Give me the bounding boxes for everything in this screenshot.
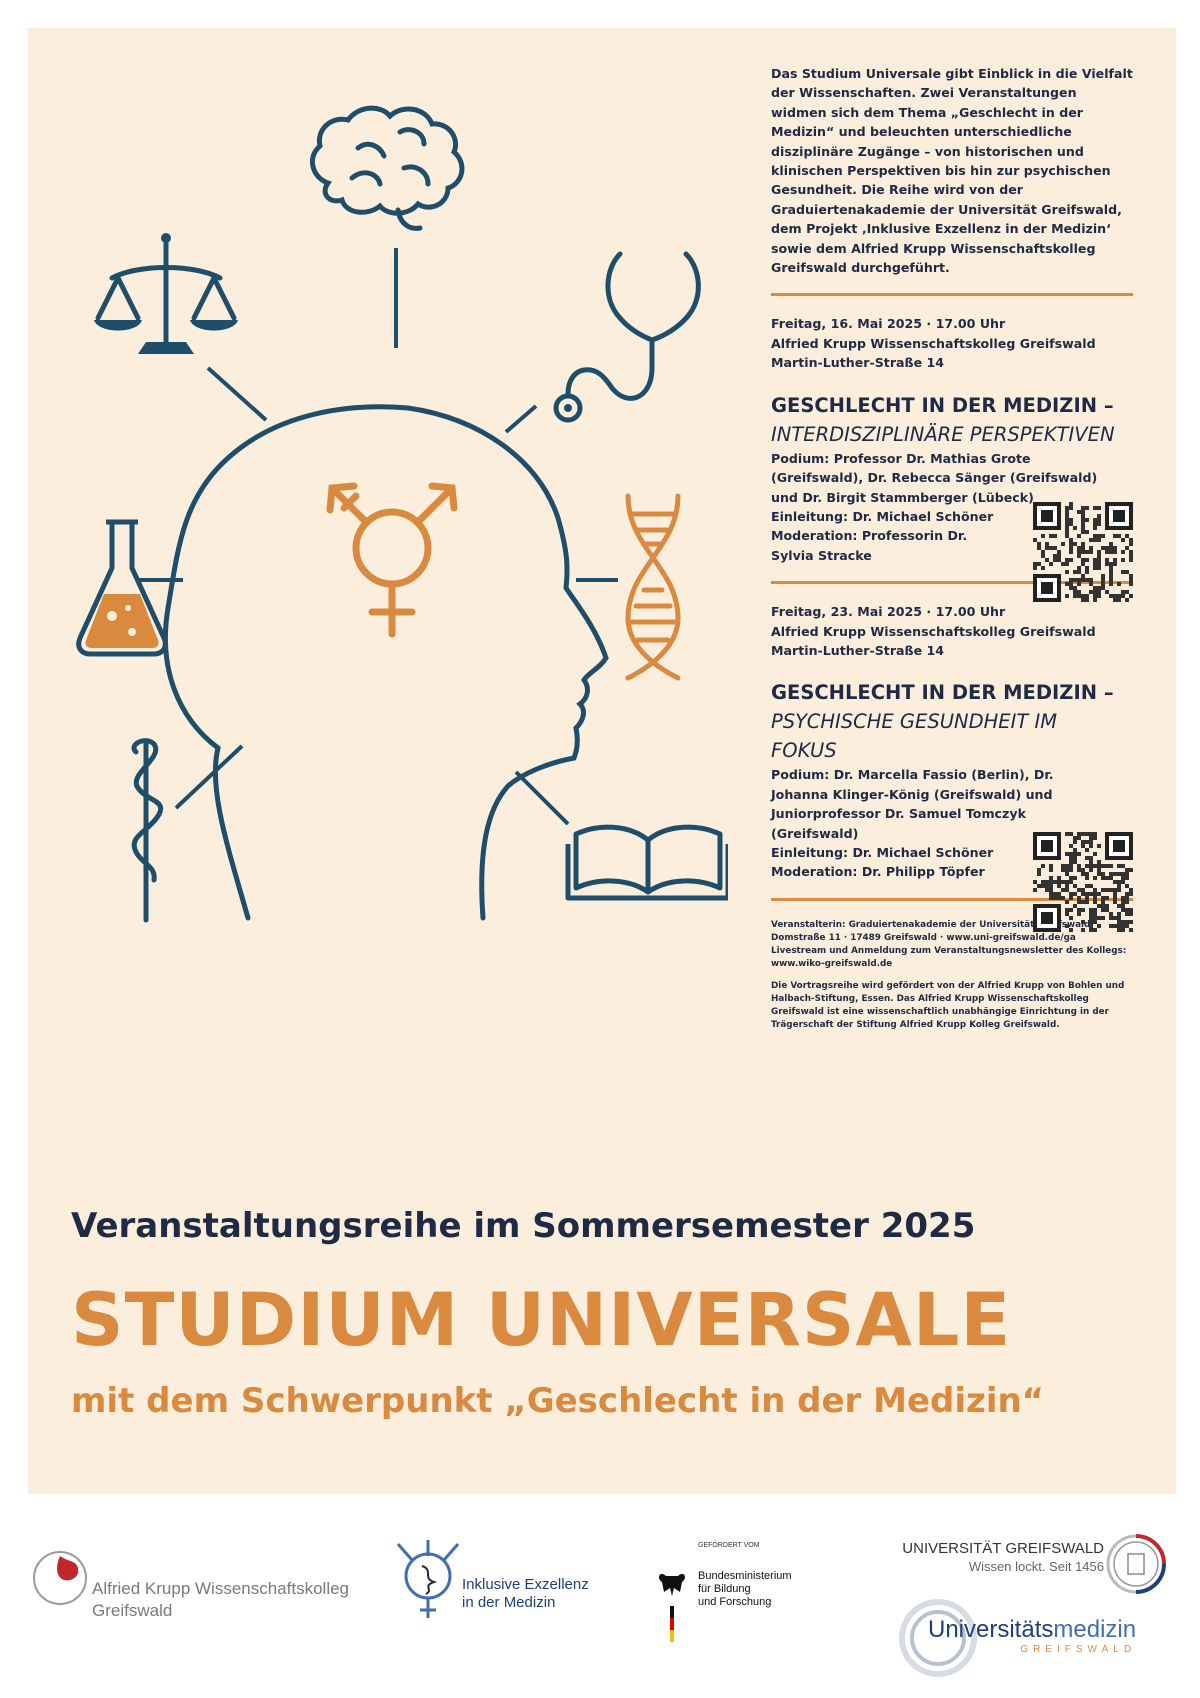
- event-date: Freitag, 16. Mai 2025 · 17.00 Uhr: [771, 316, 1006, 332]
- event-subtitle: PSYCHISCHE GESUNDHEIT IM FOKUS: [771, 710, 1058, 763]
- intro-text: Das Studium Universale gibt Einblick in …: [771, 66, 1133, 276]
- gender-symbol-icon: [326, 482, 458, 638]
- event-address: Martin-Luther-Straße 14: [771, 355, 945, 371]
- university-seal-icon: [1106, 1534, 1166, 1594]
- bmbf-funded-label: GEFÖRDERT VOM: [698, 1542, 760, 1549]
- bmbf-line1: Bundesministerium: [698, 1570, 792, 1582]
- scales-base: [138, 342, 194, 354]
- flask-icon: [76, 519, 168, 657]
- ray-top-left: [206, 366, 268, 422]
- divider: [771, 897, 1133, 901]
- main-title: STUDIUM UNIVERSALE: [71, 1278, 1012, 1363]
- stethoscope-icon: [553, 251, 701, 423]
- event-subtitle: INTERDISZIPLINÄRE PERSPEKTIVEN: [771, 422, 1115, 446]
- fine-print: Veranstalterin: Graduiertenakademie der …: [771, 919, 1133, 1033]
- ray-top-right: [504, 404, 538, 434]
- brain-icon: [309, 105, 465, 231]
- scales-pan-right: [190, 320, 238, 331]
- asclepius-icon: [131, 738, 163, 923]
- event-address: Martin-Luther-Straße 14: [771, 642, 945, 658]
- event-intro: Einleitung: Dr. Michael Schöner: [771, 844, 994, 860]
- focus-subtitle: mit dem Schwerpunkt „Geschlecht in der M…: [71, 1381, 1045, 1421]
- unimed-part2: medizin: [1053, 1616, 1137, 1643]
- event-1: Freitag, 16. Mai 2025 · 17.00 Uhr Alfrie…: [771, 314, 1133, 603]
- event-moderation: Moderation: Dr. Philipp Töpfer: [771, 864, 985, 880]
- inklusive-exzellenz-logo[interactable]: Inklusive Exzellenz in der Medizin: [392, 1536, 589, 1627]
- event-date: Freitag, 23. Mai 2025 · 17.00 Uhr: [771, 604, 1006, 620]
- poster-background: [28, 28, 1176, 1494]
- event-title: GESCHLECHT IN DER MEDIZIN –: [771, 393, 1114, 417]
- divider: [771, 293, 1133, 297]
- divider: [771, 581, 1133, 585]
- scales-pan-left: [94, 320, 142, 331]
- unimed-arc-icon: [899, 1599, 977, 1677]
- event-podium: Podium: Professor Dr. Mathias Grote (Gre…: [771, 450, 1098, 505]
- inklusive-line2: in der Medizin: [462, 1594, 556, 1611]
- funding-note: Die Vortragsreihe wird gefördert von der…: [771, 980, 1125, 1031]
- ray-bottom-right: [514, 770, 570, 826]
- unimed-city: GREIFSWALD: [1020, 1644, 1137, 1655]
- head-silhouette: [162, 404, 609, 921]
- scales-icon: [95, 239, 237, 353]
- event-podium: Podium: Dr. Marcella Fassio (Berlin), Dr…: [771, 767, 1054, 841]
- livestream-note: Livestream und Anmeldung zum Veranstaltu…: [771, 946, 1127, 970]
- event-intro: Einleitung: Dr. Michael Schöner: [771, 508, 994, 524]
- university-name: UNIVERSITÄT GREIFSWALD: [902, 1540, 1104, 1557]
- organizer: Veranstalterin: Graduiertenakademie der …: [771, 919, 1091, 930]
- illustration: [76, 105, 728, 923]
- dna-icon: [625, 493, 681, 681]
- krupp-logo[interactable]: Alfried Krupp Wissenschaftskolleg Greifs…: [28, 1548, 349, 1620]
- german-eagle-icon: [659, 1573, 685, 1642]
- organizer-address: Domstraße 11 · 17489 Greifswald · www.un…: [771, 932, 1076, 943]
- inklusive-emblem-icon: [396, 1540, 460, 1618]
- event-venue: Alfried Krupp Wissenschaftskolleg Greifs…: [771, 623, 1096, 639]
- event-moderation: Moderation: Professorin Dr. Sylvia Strac…: [771, 528, 968, 563]
- ray-bottom-left: [174, 744, 244, 810]
- krupp-city: Greifswald: [92, 1601, 173, 1620]
- inklusive-line1: Inklusive Exzellenz: [462, 1576, 589, 1593]
- flask-liquid: [85, 594, 159, 648]
- unimed-part1: Universitäts: [928, 1616, 1054, 1643]
- krupp-name: Alfried Krupp Wissenschaftskolleg: [92, 1579, 350, 1598]
- event-venue: Alfried Krupp Wissenschaftskolleg Greifs…: [771, 335, 1096, 351]
- university-logos[interactable]: UNIVERSITÄT GREIFSWALD Wissen lockt. Sei…: [899, 1532, 1168, 1682]
- krupp-emblem-icon: [33, 1551, 87, 1605]
- series-heading: Veranstaltungsreihe im Sommersemester 20…: [71, 1206, 976, 1246]
- bmbf-line3: und Forschung: [698, 1596, 772, 1608]
- university-tagline: Wissen lockt. Seit 1456: [968, 1559, 1104, 1574]
- book-icon: [565, 824, 728, 901]
- bmbf-line2: für Bildung: [698, 1583, 751, 1595]
- event-title: GESCHLECHT IN DER MEDIZIN –: [771, 681, 1114, 705]
- info-sidebar: Das Studium Universale gibt Einblick in …: [771, 64, 1133, 1040]
- qr-code-2[interactable]: [1033, 832, 1133, 933]
- qr-code-1[interactable]: [1033, 502, 1133, 603]
- event-2: Freitag, 23. Mai 2025 · 17.00 Uhr Alfrie…: [771, 602, 1133, 933]
